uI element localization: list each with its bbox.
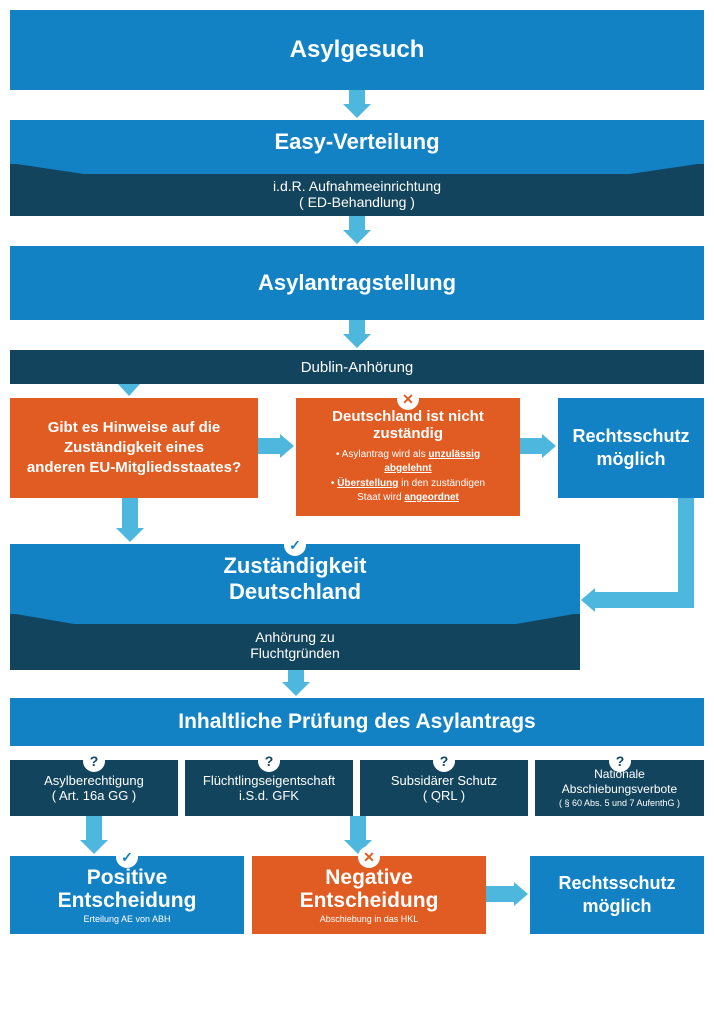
box-antrag: Asylantragstellung bbox=[10, 246, 704, 320]
check-icon: ✓ bbox=[284, 534, 306, 556]
title: Dublin-Anhörung bbox=[301, 359, 414, 376]
arrow-right-icon bbox=[542, 434, 556, 458]
l1: Flüchtlingseigentschaft bbox=[203, 773, 335, 788]
arrow-stem bbox=[122, 498, 138, 528]
arrow-stem bbox=[288, 670, 304, 682]
l2: Abschiebungsverbote bbox=[562, 782, 677, 798]
box-anhoerung: Anhörung zu Fluchtgründen bbox=[10, 614, 580, 670]
box-rechtsschutz-2: Rechtsschutz möglich bbox=[530, 856, 704, 934]
arrow-down-icon bbox=[343, 104, 371, 118]
question-icon: ? bbox=[83, 750, 105, 772]
l1: Negative bbox=[325, 866, 413, 889]
question-icon: ? bbox=[433, 750, 455, 772]
arrow-right-icon bbox=[280, 434, 294, 458]
box-asylgesuch: Asylgesuch bbox=[10, 10, 704, 90]
l2: Entscheidung bbox=[300, 889, 439, 912]
title: Inhaltliche Prüfung des Asylantrags bbox=[178, 710, 535, 734]
question-icon: ? bbox=[258, 750, 280, 772]
box-easy-sub: i.d.R. Aufnahmeeinrichtung ( ED-Behandlu… bbox=[10, 164, 704, 216]
l1: Positive bbox=[87, 866, 168, 889]
bullet1: • Asylantrag wird als unzulässig abgeleh… bbox=[336, 448, 480, 475]
l1: Rechtsschutz bbox=[572, 425, 689, 448]
arrow-down-icon bbox=[343, 230, 371, 244]
l3: anderen EU-Mitgliedsstaates? bbox=[27, 458, 241, 478]
arrow-stem bbox=[258, 438, 280, 454]
l1: Rechtsschutz bbox=[558, 872, 675, 895]
arrow-stem bbox=[350, 816, 366, 840]
title: Asylantragstellung bbox=[258, 270, 456, 296]
l2: möglich bbox=[596, 448, 665, 471]
arrow-stem bbox=[86, 816, 102, 840]
title: Asylgesuch bbox=[290, 36, 425, 64]
trapezoid-top-icon bbox=[10, 163, 704, 174]
sub1: i.d.R. Aufnahmeeinrichtung bbox=[273, 178, 441, 194]
cross-icon: ✕ bbox=[397, 388, 419, 410]
l1: Gibt es Hinweise auf die bbox=[48, 418, 221, 438]
flowchart: Asylgesuch Easy-Verteilung i.d.R. Aufnah… bbox=[0, 0, 714, 1024]
l2: ( QRL ) bbox=[423, 788, 465, 803]
arrow-right-icon bbox=[514, 882, 528, 906]
t2: zuständig bbox=[373, 425, 443, 442]
check-icon: ✓ bbox=[116, 846, 138, 868]
s2: Fluchtgründen bbox=[250, 645, 340, 661]
sub2: ( ED-Behandlung ) bbox=[299, 194, 415, 210]
arrow-down-icon bbox=[80, 840, 108, 854]
arrow-stem bbox=[349, 216, 365, 230]
arrow-stem bbox=[349, 90, 365, 104]
arrow-stem bbox=[520, 438, 542, 454]
l3: Abschiebung in das HKL bbox=[320, 914, 419, 924]
box-rechtsschutz-1: Rechtsschutz möglich bbox=[558, 398, 704, 498]
t1: Zuständigkeit bbox=[223, 553, 366, 579]
arrow-left-icon bbox=[581, 588, 595, 612]
l2: ( Art. 16a GG ) bbox=[52, 788, 137, 803]
arrow-down-icon bbox=[343, 334, 371, 348]
arrow-down-icon bbox=[118, 384, 140, 396]
box-pruefung: Inhaltliche Prüfung des Asylantrags bbox=[10, 698, 704, 746]
l1: Subsidärer Schutz bbox=[391, 773, 497, 788]
box-dublin: Dublin-Anhörung bbox=[10, 350, 704, 384]
arrow-down-icon bbox=[116, 528, 144, 542]
l3: ( § 60 Abs. 5 und 7 AufenthG ) bbox=[559, 798, 680, 810]
box-not-responsible: Deutschland ist nicht zuständig • Asylan… bbox=[296, 398, 520, 516]
question-icon: ? bbox=[609, 750, 631, 772]
l3: Erteilung AE von ABH bbox=[83, 914, 170, 924]
arrow-stem-h bbox=[595, 592, 694, 608]
l2: i.S.d. GFK bbox=[239, 788, 299, 803]
trapezoid-top-icon bbox=[10, 613, 580, 624]
arrow-stem bbox=[486, 886, 514, 902]
arrow-stem bbox=[349, 320, 365, 334]
s1: Anhörung zu bbox=[255, 629, 334, 645]
bullet2: • Überstellung in den zuständigen Staat … bbox=[331, 477, 485, 504]
arrow-down-icon bbox=[282, 682, 310, 696]
cross-icon: ✕ bbox=[358, 846, 380, 868]
t2: Deutschland bbox=[229, 579, 361, 605]
box-easy: Easy-Verteilung bbox=[10, 120, 704, 164]
l1: Asylberechtigung bbox=[44, 773, 144, 788]
box-question: Gibt es Hinweise auf die Zuständigkeit e… bbox=[10, 398, 258, 498]
l2: Entscheidung bbox=[58, 889, 197, 912]
l2: möglich bbox=[582, 895, 651, 918]
l2: Zuständigkeit eines bbox=[64, 438, 204, 458]
title: Easy-Verteilung bbox=[274, 129, 439, 155]
t1: Deutschland ist nicht bbox=[332, 408, 484, 425]
